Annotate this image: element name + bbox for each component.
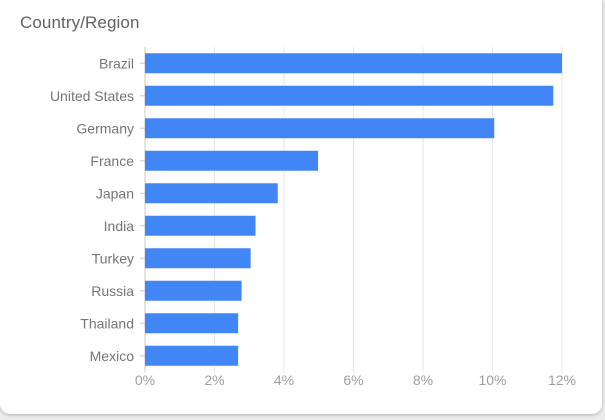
category-label: Brazil: [99, 55, 134, 71]
category-label: United States: [50, 88, 134, 104]
category-label: Mexico: [90, 348, 135, 364]
bar: [145, 118, 495, 139]
bar: [145, 183, 278, 204]
category-label: Turkey: [92, 250, 134, 266]
bar: [145, 280, 242, 301]
category-label: Japan: [96, 185, 134, 201]
bar: [145, 150, 319, 171]
category-label: India: [104, 218, 135, 234]
x-tick-label: 12%: [548, 372, 576, 388]
category-label: Germany: [76, 120, 134, 136]
x-tick-label: 10%: [478, 372, 506, 388]
x-tick-label: 2%: [204, 372, 224, 388]
bar: [145, 345, 239, 366]
bar: [145, 53, 562, 74]
x-tick-label: 0%: [135, 372, 155, 388]
category-label: France: [90, 153, 134, 169]
x-tick-label: 6%: [343, 372, 363, 388]
category-label: Russia: [91, 283, 134, 299]
bar: [145, 215, 256, 236]
bar: [145, 248, 251, 269]
category-label: Thailand: [80, 315, 134, 331]
bar: [145, 85, 554, 106]
x-tick-label: 4%: [274, 372, 294, 388]
card-title: Country/Region: [20, 13, 140, 32]
bar: [145, 313, 239, 334]
x-tick-label: 8%: [413, 372, 433, 388]
